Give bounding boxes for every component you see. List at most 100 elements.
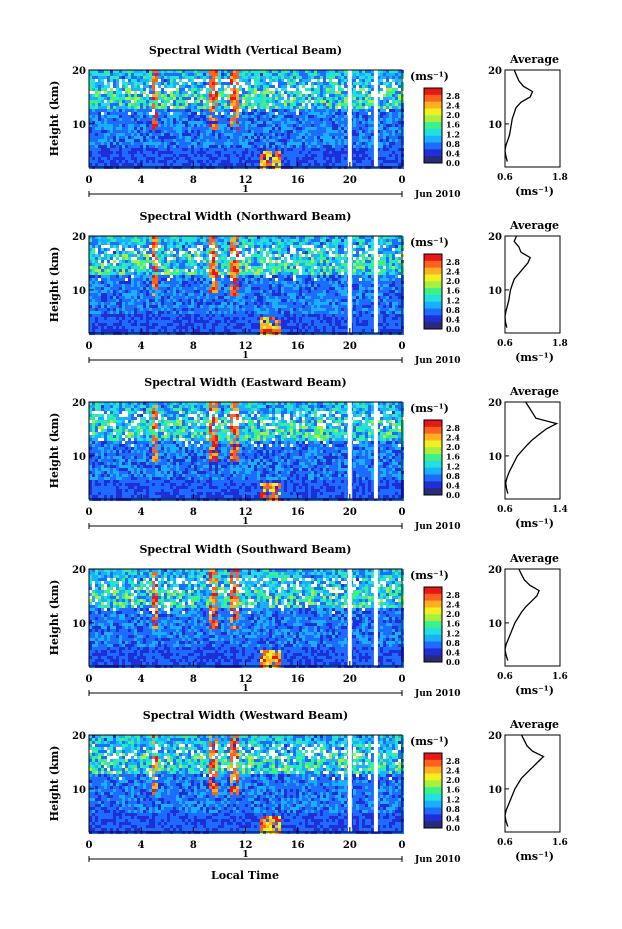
average-profile: Average 20 10 0.6 1.6 (ms⁻¹) xyxy=(488,718,568,863)
day-label: 1 xyxy=(242,185,248,195)
colorbar-tick-label: 2.0 xyxy=(446,442,460,452)
colorbar-frame xyxy=(423,253,443,330)
colorbar-segment xyxy=(424,766,442,774)
colorbar-segment xyxy=(424,467,442,476)
x-tick-label: 8 xyxy=(190,674,197,685)
colorbar-segment xyxy=(424,420,442,428)
colorbar-tick-label: 1.6 xyxy=(446,452,460,462)
y-tick-label: 20 xyxy=(72,731,86,742)
avg-y-tick-label: 20 xyxy=(488,398,502,409)
colorbar-segment xyxy=(424,773,442,781)
colorbar-frame xyxy=(423,752,443,829)
y-axis-label: Height (km) xyxy=(48,413,61,489)
colorbar-segment xyxy=(424,322,442,330)
x-tick-label: 16 xyxy=(291,341,305,352)
colorbar-unit-label: (ms⁻¹) xyxy=(410,735,449,748)
colorbar-segment xyxy=(424,260,442,269)
colorbar-segment xyxy=(424,607,442,615)
x-tick-label: 0 xyxy=(86,175,93,186)
avg-x-tick-label: 0.6 xyxy=(497,505,513,515)
colorbar-segment xyxy=(424,593,442,602)
date-label: Jun 2010 xyxy=(414,689,461,699)
average-frame xyxy=(504,235,561,334)
colorbar-tick-label: 1.6 xyxy=(446,785,460,795)
colorbar-segment xyxy=(424,135,442,144)
colorbar-tick-label: 2.8 xyxy=(446,91,460,101)
x-axis-title: Local Time xyxy=(211,869,279,882)
average-frame xyxy=(504,401,561,500)
date-label: Jun 2010 xyxy=(414,356,461,366)
data-gap xyxy=(373,402,378,499)
colorbar-tick-label: 0.0 xyxy=(446,158,460,168)
colorbar-tick-label: 2.8 xyxy=(446,756,460,766)
colorbar-unit-label: (ms⁻¹) xyxy=(410,569,449,582)
date-label: Jun 2010 xyxy=(414,522,461,532)
colorbar-segment xyxy=(424,587,442,595)
colorbar-frame xyxy=(423,586,443,663)
chart-title: Spectral Width (Vertical Beam) xyxy=(149,44,342,57)
colorbar-segment xyxy=(424,149,442,157)
data-gap xyxy=(347,70,352,167)
x-tick-label: 4 xyxy=(138,674,145,685)
colorbar-tick-label: 1.2 xyxy=(446,129,460,139)
colorbar-segment xyxy=(424,254,442,262)
average-title: Average xyxy=(509,219,559,232)
avg-y-tick-label: 10 xyxy=(488,120,502,131)
average-line xyxy=(504,235,532,328)
colorbar-tick-label: 0.4 xyxy=(446,647,460,657)
chart-panel-3: Spectral Width (Eastward Beam) Height (km… xyxy=(48,376,568,532)
colorbar-segment xyxy=(424,814,442,822)
y-tick-label: 10 xyxy=(72,452,86,463)
x-tick-label: 16 xyxy=(291,674,305,685)
average-profile: Average 20 10 0.6 1.8 (ms⁻¹) xyxy=(488,53,568,198)
colorbar-segment xyxy=(424,600,442,608)
colorbar-segment xyxy=(424,301,442,310)
colorbar-segment xyxy=(424,460,442,469)
x-tick-label: 0 xyxy=(399,507,406,518)
average-frame xyxy=(504,568,561,667)
colorbar-segment xyxy=(424,115,442,123)
avg-x-tick-label: 1.8 xyxy=(552,173,568,183)
colorbar-tick-label: 0.0 xyxy=(446,657,460,667)
average-profile: Average 20 10 0.6 1.6 (ms⁻¹) xyxy=(488,552,568,697)
heatmap-cells xyxy=(89,402,404,501)
data-gap xyxy=(373,569,378,666)
colorbar-tick-label: 0.4 xyxy=(446,148,460,158)
average-title: Average xyxy=(509,385,559,398)
y-tick-label: 10 xyxy=(72,120,86,131)
avg-x-tick-label: 1.8 xyxy=(552,339,568,349)
x-tick-label: 12 xyxy=(239,674,253,685)
x-tick-label: 12 xyxy=(239,507,253,518)
y-tick-label: 10 xyxy=(72,785,86,796)
avg-y-tick-label: 10 xyxy=(488,452,502,463)
colorbar-tick-label: 2.0 xyxy=(446,775,460,785)
colorbar-segment xyxy=(424,315,442,323)
data-gap xyxy=(347,735,352,832)
colorbar-unit-label: (ms⁻¹) xyxy=(410,70,449,83)
heatmap-cells xyxy=(89,236,404,335)
average-line xyxy=(504,734,545,827)
avg-x-tick-label: 0.6 xyxy=(497,672,513,682)
colorbar-tick-label: 2.8 xyxy=(446,257,460,267)
x-tick-label: 0 xyxy=(399,341,406,352)
y-axis-label: Height (km) xyxy=(48,247,61,323)
colorbar-segment xyxy=(424,787,442,795)
avg-x-tick-label: 1.6 xyxy=(552,672,568,682)
avg-x-tick-label: 1.6 xyxy=(552,838,568,848)
x-tick-label: 0 xyxy=(399,175,406,186)
colorbar-segment xyxy=(424,780,442,788)
y-axis-label: Height (km) xyxy=(48,81,61,157)
colorbar-segment xyxy=(424,821,442,829)
colorbar-segment xyxy=(424,641,442,649)
chart-title: Spectral Width (Southward Beam) xyxy=(139,543,351,556)
colorbar-segment xyxy=(424,793,442,802)
y-tick-label: 20 xyxy=(72,565,86,576)
colorbar-segment xyxy=(424,281,442,289)
colorbar-tick-label: 0.8 xyxy=(446,139,460,149)
colorbar-tick-label: 2.4 xyxy=(446,267,460,277)
colorbar-tick-label: 0.8 xyxy=(446,638,460,648)
data-gap xyxy=(347,569,352,666)
x-tick-label: 8 xyxy=(190,175,197,186)
colorbar-frame xyxy=(423,419,443,496)
